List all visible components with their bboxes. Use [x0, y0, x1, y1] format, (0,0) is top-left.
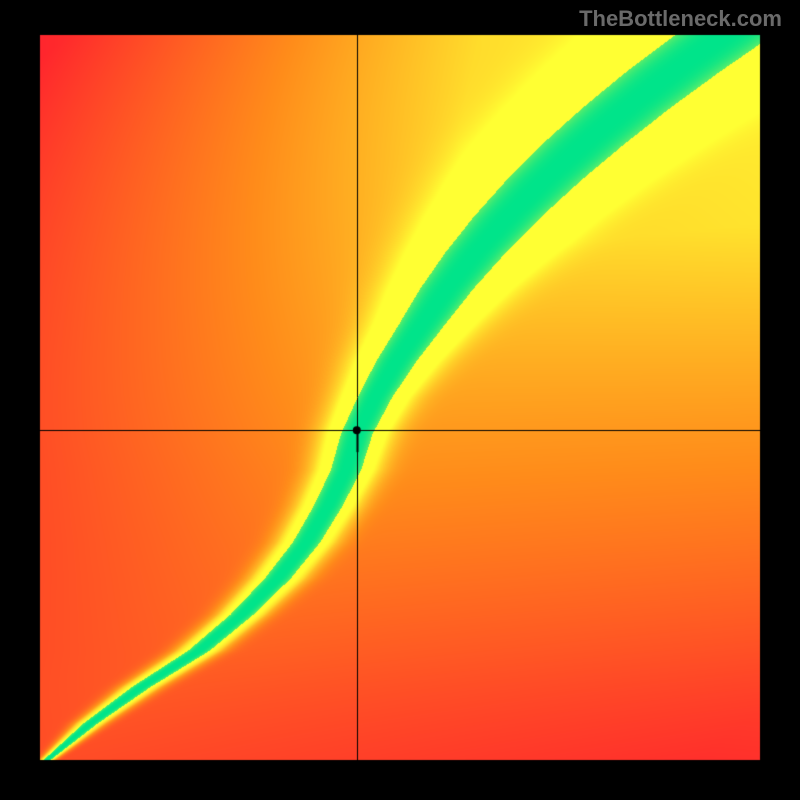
watermark-text: TheBottleneck.com — [579, 6, 782, 32]
bottleneck-heatmap — [0, 0, 800, 800]
